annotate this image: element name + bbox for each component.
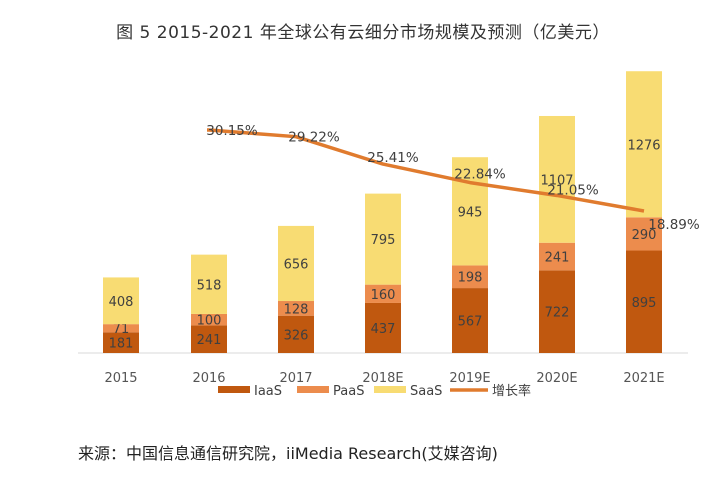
data-label-saas-2018e: 795	[371, 233, 396, 248]
data-label-paas-2020e: 241	[545, 251, 570, 266]
data-label-paas-2015: 71	[113, 322, 130, 337]
data-label-iaas-2020e: 722	[545, 306, 570, 321]
legend-label-0: IaaS	[254, 384, 282, 399]
x-tick-label: 2018E	[362, 371, 403, 386]
data-label-iaas-2018e: 437	[371, 322, 396, 337]
data-label-iaas-2017: 326	[284, 328, 309, 343]
source-note: 来源：中国信息通信研究院，iiMedia Research(艾媒咨询)	[78, 440, 498, 464]
growth-rate-label-2018e: 25.41%	[367, 150, 419, 166]
chart-plot: 18171 408 2015 241 100 518 2016 326 128 656 2017 43…	[0, 0, 726, 482]
data-label-saas-2016: 518	[197, 278, 222, 293]
growth-rate-line	[207, 130, 644, 211]
legend-label-3: 增长率	[492, 383, 531, 399]
data-label-paas-2017: 128	[284, 302, 309, 317]
data-label-iaas-2019e: 567	[458, 315, 483, 330]
x-tick-label: 2015	[104, 371, 137, 386]
legend-swatch-1	[297, 386, 329, 393]
data-label-iaas-2021e: 895	[632, 296, 657, 311]
data-label-saas-2021e: 1276	[627, 138, 660, 153]
x-tick-label: 2019E	[449, 371, 490, 386]
x-tick-label: 2021E	[623, 371, 664, 386]
data-label-saas-2017: 656	[284, 257, 309, 272]
growth-rate-label-2016: 30.15%	[206, 123, 258, 139]
legend-swatch-2	[374, 386, 406, 393]
growth-rate-label-2020e: 21.05%	[547, 182, 599, 198]
x-tick-label: 2020E	[536, 371, 577, 386]
x-tick-label: 2016	[192, 371, 225, 386]
data-label-paas-2018e: 160	[371, 288, 396, 303]
data-label-iaas-2016: 241	[197, 333, 222, 348]
data-label-saas-2019e: 945	[458, 205, 483, 220]
legend-label-1: PaaS	[333, 384, 364, 399]
x-tick-label: 2017	[279, 371, 312, 386]
legend-swatch-0	[218, 386, 250, 393]
data-label-paas-2019e: 198	[458, 271, 483, 286]
legend-label-2: SaaS	[410, 384, 442, 399]
growth-rate-label-2017: 29.22%	[288, 130, 340, 146]
data-label-paas-2016: 100	[197, 314, 222, 329]
data-label-iaas-2015: 181	[109, 337, 134, 352]
growth-rate-label-2019e: 22.84%	[454, 167, 506, 183]
growth-rate-label-2021e: 18.89%	[648, 217, 700, 233]
data-label-saas-2015: 408	[109, 295, 134, 310]
